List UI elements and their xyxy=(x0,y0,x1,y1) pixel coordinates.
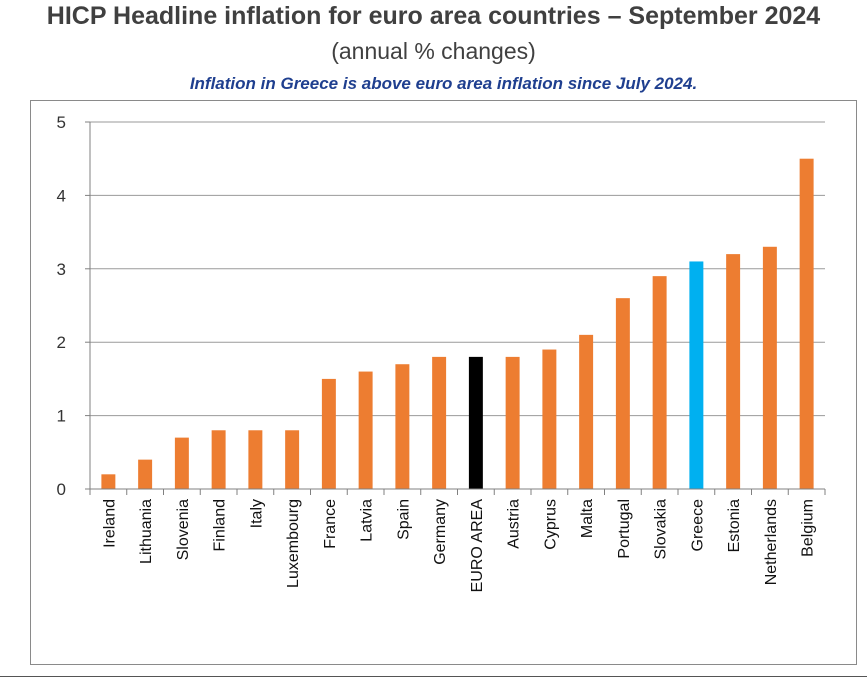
bar-greece xyxy=(689,261,704,489)
bottom-divider xyxy=(0,676,867,677)
x-tick-label: Latvia xyxy=(359,499,376,542)
bars xyxy=(101,158,814,489)
x-tick-label: Spain xyxy=(395,499,412,540)
bar-euro-area xyxy=(468,356,483,489)
bar-cyprus xyxy=(542,349,557,489)
bar-germany xyxy=(432,356,447,489)
y-tick-label: 4 xyxy=(57,186,66,205)
bar-estonia xyxy=(726,254,741,489)
bar-slovenia xyxy=(174,437,189,489)
bar-latvia xyxy=(358,371,373,489)
x-tick-label: Finland xyxy=(212,499,229,551)
bar-finland xyxy=(211,430,226,489)
axes xyxy=(89,122,826,495)
bar-ireland xyxy=(101,474,116,489)
x-tick-label: Slovakia xyxy=(653,499,670,560)
y-tick-label: 2 xyxy=(57,333,66,352)
y-tick-label: 1 xyxy=(57,407,66,426)
x-tick-label: EURO AREA xyxy=(469,499,486,593)
x-tick-label: France xyxy=(322,499,339,549)
bar-italy xyxy=(248,430,263,489)
x-tick-label: Austria xyxy=(506,499,523,549)
x-tick-label: Malta xyxy=(579,499,596,538)
x-tick-label: Ireland xyxy=(101,499,118,548)
x-tick-label: Greece xyxy=(689,499,706,552)
chart-subtitle: (annual % changes) xyxy=(331,38,536,64)
y-tick-label: 0 xyxy=(57,480,66,499)
x-tick-label: Belgium xyxy=(800,499,817,557)
bar-lithuania xyxy=(138,459,153,489)
x-tick-label: Estonia xyxy=(726,499,743,552)
x-tick-label: Cyprus xyxy=(542,499,559,550)
chart-frame xyxy=(30,100,857,665)
x-tick-label: Lithuania xyxy=(138,499,155,564)
bar-france xyxy=(321,378,336,489)
gridlines xyxy=(90,121,825,417)
x-tick-label: Italy xyxy=(248,499,265,528)
y-tick-label: 3 xyxy=(57,260,66,279)
bar-slovakia xyxy=(652,276,667,489)
x-axis-labels: Ireland Lithuania Slovenia Finland Italy Luxe… xyxy=(101,499,816,593)
bar-spain xyxy=(395,364,410,489)
x-tick-label: Netherlands xyxy=(763,499,780,585)
bar-belgium xyxy=(799,158,814,489)
x-tick-label: Germany xyxy=(432,499,449,565)
chart-note: Inflation in Greece is above euro area i… xyxy=(189,74,698,93)
bar-portugal xyxy=(615,298,630,489)
y-tick-label: 5 xyxy=(57,113,66,132)
chart-title: HICP Headline inflation for euro area co… xyxy=(46,2,821,30)
x-tick-label: Luxembourg xyxy=(285,499,302,588)
bar-malta xyxy=(579,334,594,489)
x-tick-label: Slovenia xyxy=(175,499,192,560)
x-tick-label: Portugal xyxy=(616,499,633,559)
y-axis-ticks: 0 1 2 3 4 5 xyxy=(57,113,90,499)
bar-austria xyxy=(505,356,520,489)
bar-netherlands xyxy=(762,246,777,489)
bar-luxembourg xyxy=(285,430,300,489)
